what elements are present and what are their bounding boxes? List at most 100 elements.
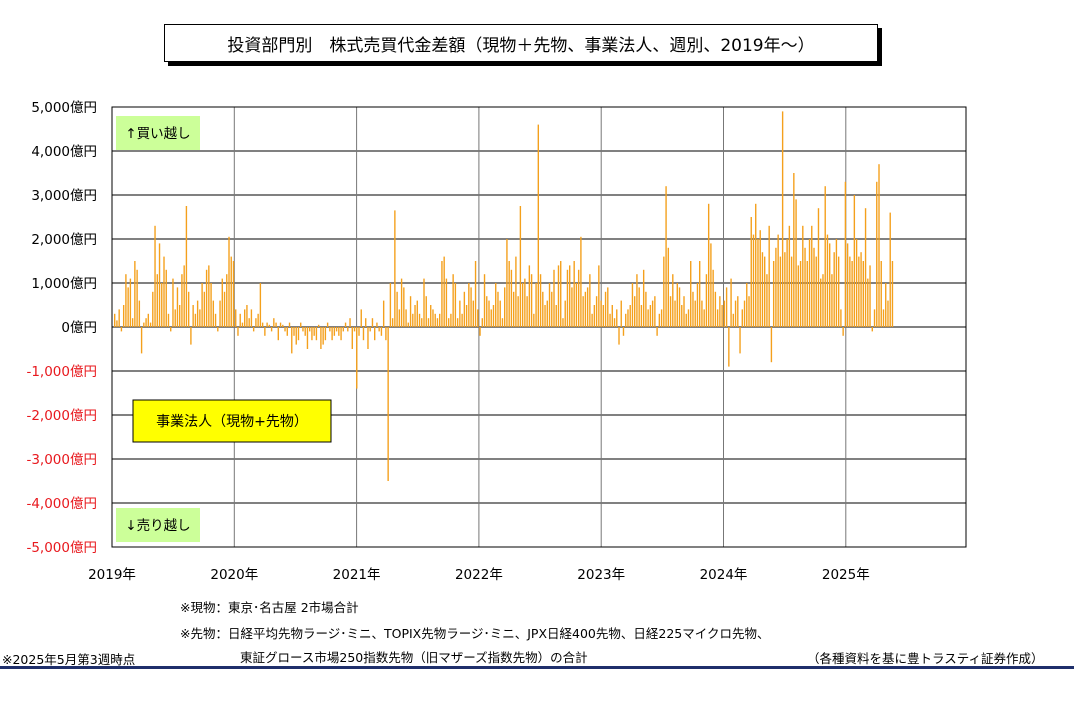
y-tick-label: 1,000億円 xyxy=(31,276,97,292)
bar xyxy=(279,322,282,327)
y-tick-label: -2,000億円 xyxy=(26,408,97,424)
bar xyxy=(409,296,412,327)
bar xyxy=(261,322,264,327)
bar xyxy=(867,278,869,327)
bar xyxy=(609,313,611,327)
bar xyxy=(214,313,217,327)
bar xyxy=(882,309,885,327)
bar xyxy=(246,305,248,327)
bar xyxy=(501,318,504,327)
bar xyxy=(488,300,490,327)
bar xyxy=(270,327,273,332)
bar xyxy=(770,327,773,363)
bar xyxy=(131,318,134,327)
bar xyxy=(620,300,622,327)
bar xyxy=(730,278,732,327)
bar xyxy=(887,300,889,327)
bar xyxy=(542,291,544,327)
bar xyxy=(595,296,598,327)
bar xyxy=(248,318,250,327)
bar xyxy=(598,265,600,327)
bar xyxy=(335,327,338,332)
bar xyxy=(515,256,517,327)
bar xyxy=(743,300,746,327)
bar xyxy=(811,225,813,327)
bar xyxy=(447,318,450,327)
bar xyxy=(777,234,779,327)
bar xyxy=(701,300,703,327)
bar xyxy=(851,261,853,327)
bar xyxy=(757,239,759,327)
bar xyxy=(802,225,804,327)
bar xyxy=(232,261,235,327)
bar xyxy=(170,327,172,332)
bar xyxy=(495,283,497,327)
bar xyxy=(869,265,871,327)
bar xyxy=(288,322,291,327)
bar xyxy=(683,296,685,327)
bar xyxy=(441,261,443,327)
bar xyxy=(302,327,304,332)
bar xyxy=(674,300,676,327)
series-label-box xyxy=(132,399,332,443)
bar xyxy=(748,296,750,327)
bar xyxy=(201,283,203,327)
bar xyxy=(672,274,674,327)
bar xyxy=(564,300,566,327)
bar xyxy=(873,309,876,327)
bar xyxy=(282,324,284,327)
bar xyxy=(544,305,546,327)
bar xyxy=(277,327,280,341)
bar xyxy=(291,327,293,354)
bar xyxy=(463,291,466,327)
bar xyxy=(356,327,358,389)
bar xyxy=(309,327,311,332)
bar xyxy=(560,261,562,327)
bar xyxy=(889,212,891,327)
bar xyxy=(179,305,181,327)
bar xyxy=(862,261,865,327)
bar xyxy=(604,291,607,327)
bar xyxy=(640,305,643,327)
buy-label-box xyxy=(116,116,200,150)
bar xyxy=(481,318,483,327)
bar xyxy=(235,309,237,327)
bar xyxy=(647,309,649,327)
y-tick-label: -3,000億円 xyxy=(26,452,97,468)
bar xyxy=(571,287,573,327)
bar xyxy=(387,327,389,481)
bar xyxy=(546,300,548,327)
bar xyxy=(761,252,764,327)
bar xyxy=(353,327,356,332)
bar xyxy=(210,283,212,327)
bar xyxy=(764,256,766,327)
bar xyxy=(510,269,513,327)
bar xyxy=(434,313,436,327)
bar xyxy=(855,239,858,327)
bar xyxy=(822,274,824,327)
bar xyxy=(479,327,481,336)
bar xyxy=(244,309,246,327)
bar xyxy=(203,291,206,327)
bar xyxy=(342,327,345,332)
y-tick-label: 4,000億円 xyxy=(31,144,97,160)
bar xyxy=(627,309,629,327)
bar xyxy=(176,287,179,327)
bar xyxy=(837,256,840,327)
bar xyxy=(259,283,262,327)
bar xyxy=(779,256,782,327)
bar xyxy=(158,243,161,327)
bar xyxy=(376,322,378,327)
bar xyxy=(315,327,318,341)
bar xyxy=(461,313,463,327)
bar xyxy=(400,278,403,327)
bar xyxy=(569,265,571,327)
bar xyxy=(472,300,475,327)
bar xyxy=(593,305,596,327)
bar xyxy=(412,313,414,327)
bar xyxy=(804,247,806,327)
bar xyxy=(719,296,721,327)
bar xyxy=(396,291,398,327)
y-tick-label: -5,000億円 xyxy=(26,540,97,556)
bar xyxy=(636,274,638,327)
